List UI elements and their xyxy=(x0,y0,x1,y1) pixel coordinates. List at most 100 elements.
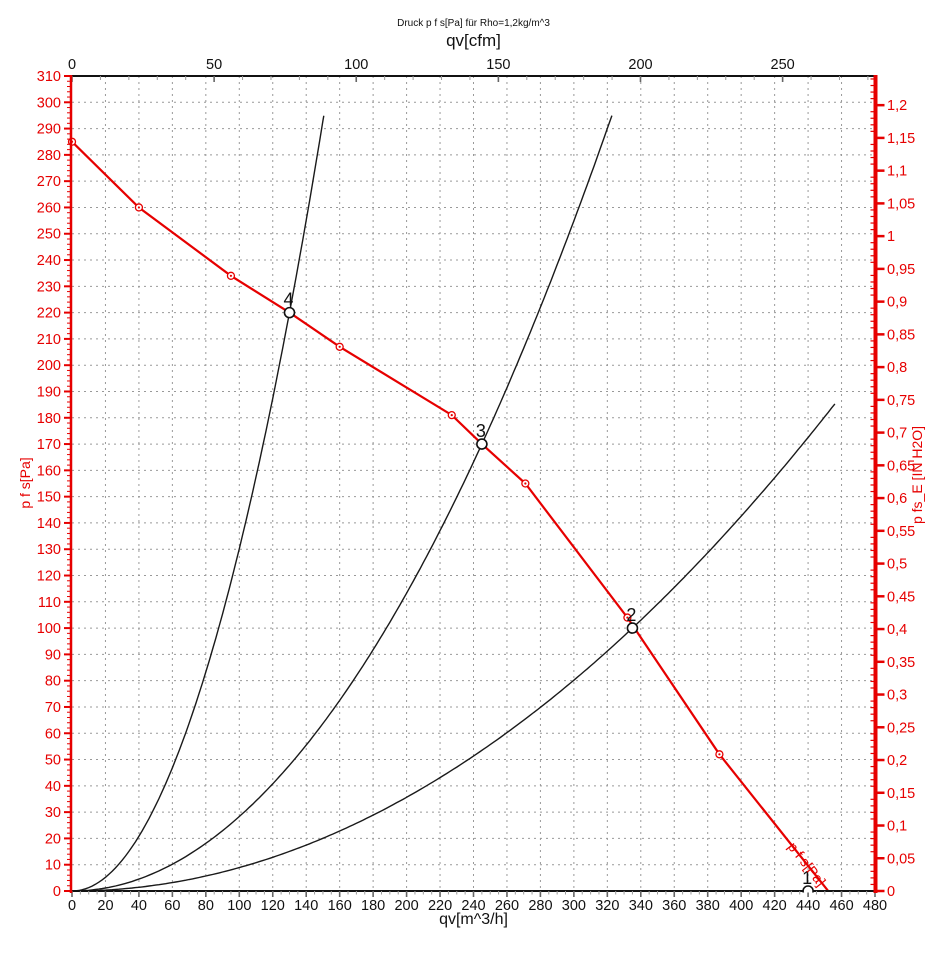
svg-text:380: 380 xyxy=(696,898,720,914)
svg-text:1,2: 1,2 xyxy=(887,98,907,114)
svg-text:40: 40 xyxy=(131,898,147,914)
svg-text:270: 270 xyxy=(37,174,61,190)
system-curve-3 xyxy=(72,115,613,892)
svg-text:0,4: 0,4 xyxy=(887,622,907,638)
fan-curve-line xyxy=(71,140,830,892)
svg-text:0,95: 0,95 xyxy=(887,262,915,278)
svg-text:60: 60 xyxy=(45,726,61,742)
svg-text:240: 240 xyxy=(461,898,485,914)
svg-text:0: 0 xyxy=(68,57,76,73)
operating-point-1 xyxy=(802,885,814,893)
svg-text:440: 440 xyxy=(796,898,820,914)
svg-text:1,1: 1,1 xyxy=(887,164,907,180)
svg-text:0: 0 xyxy=(53,884,61,900)
bottom-axis: 0 20 40 60 80 100 120 140 160 180 200 220 240 260 280 3… xyxy=(68,890,887,914)
svg-text:310: 310 xyxy=(37,69,61,85)
svg-text:1,05: 1,05 xyxy=(887,196,915,212)
bottom-axis-title: qv[m^3/h] xyxy=(439,911,508,928)
svg-text:210: 210 xyxy=(37,332,61,348)
system-curve-4 xyxy=(71,115,325,892)
fan-curve-marker-dot xyxy=(524,482,527,485)
svg-text:280: 280 xyxy=(528,898,552,914)
svg-text:230: 230 xyxy=(37,279,61,295)
svg-text:140: 140 xyxy=(37,516,61,532)
svg-text:160: 160 xyxy=(328,898,352,914)
system-curve-2 xyxy=(72,403,836,892)
svg-text:420: 420 xyxy=(763,898,787,914)
svg-text:260: 260 xyxy=(37,200,61,216)
svg-text:50: 50 xyxy=(206,57,222,73)
svg-text:300: 300 xyxy=(37,95,61,111)
svg-text:100: 100 xyxy=(37,621,61,637)
svg-text:280: 280 xyxy=(37,148,61,164)
top-axis-title: qv[cfm] xyxy=(446,31,501,50)
svg-text:30: 30 xyxy=(45,805,61,821)
svg-text:180: 180 xyxy=(37,411,61,427)
svg-text:300: 300 xyxy=(562,898,586,914)
svg-text:120: 120 xyxy=(261,898,285,914)
svg-text:320: 320 xyxy=(595,898,619,914)
svg-text:170: 170 xyxy=(37,437,61,453)
svg-text:0,1: 0,1 xyxy=(887,819,907,835)
grid xyxy=(72,76,875,891)
svg-text:0,25: 0,25 xyxy=(887,720,915,736)
svg-text:0,5: 0,5 xyxy=(887,557,907,573)
svg-text:140: 140 xyxy=(294,898,318,914)
svg-text:0,75: 0,75 xyxy=(887,393,915,409)
svg-text:200: 200 xyxy=(628,57,652,73)
operating-point-number-3: 3 xyxy=(476,421,486,441)
svg-text:0: 0 xyxy=(68,898,76,914)
svg-text:150: 150 xyxy=(37,490,61,506)
left-axis: 0 10 20 30 40 50 60 70 80 90 100 110 120 130 140 150 160… xyxy=(37,69,73,900)
operating-point-labels: 1 2 3 4 xyxy=(283,290,812,888)
right-axis: 0 0,05 0,1 0,15 0,2 0,25 0,3 0,35 0,4 0,45 0,5 0,55… xyxy=(870,75,915,900)
svg-text:150: 150 xyxy=(486,57,510,73)
svg-text:220: 220 xyxy=(37,306,61,322)
svg-text:1,15: 1,15 xyxy=(887,131,915,147)
svg-text:20: 20 xyxy=(97,898,113,914)
svg-text:120: 120 xyxy=(37,569,61,585)
operating-point-2 xyxy=(626,622,639,634)
fan-curve-marker-dot xyxy=(718,753,721,756)
svg-text:240: 240 xyxy=(37,253,61,269)
svg-text:20: 20 xyxy=(45,831,61,847)
svg-text:200: 200 xyxy=(394,898,418,914)
svg-text:0,6: 0,6 xyxy=(887,491,907,507)
svg-text:110: 110 xyxy=(38,595,61,611)
svg-text:160: 160 xyxy=(37,463,61,479)
svg-text:220: 220 xyxy=(428,898,452,914)
svg-text:100: 100 xyxy=(344,57,368,73)
top-axis: 0 50 100 150 200 250 xyxy=(68,57,877,82)
operating-point-number-4: 4 xyxy=(283,290,293,310)
svg-text:0,85: 0,85 xyxy=(887,327,915,343)
svg-text:360: 360 xyxy=(662,898,686,914)
svg-text:340: 340 xyxy=(629,898,653,914)
chart-title: Druck p f s[Pa] für Rho=1,2kg/m^3 xyxy=(397,18,550,29)
svg-text:0,7: 0,7 xyxy=(887,426,907,442)
svg-text:0: 0 xyxy=(887,884,895,900)
svg-text:80: 80 xyxy=(45,674,61,690)
fan-curve-marker-dot xyxy=(626,616,629,619)
svg-text:1: 1 xyxy=(887,229,895,245)
svg-text:0,45: 0,45 xyxy=(887,589,915,605)
fan-curve-marker-dot xyxy=(229,274,233,277)
svg-text:90: 90 xyxy=(45,647,61,663)
svg-text:200: 200 xyxy=(37,358,61,374)
svg-text:460: 460 xyxy=(829,898,853,914)
svg-text:60: 60 xyxy=(164,898,180,914)
fan-curve-marker-dot xyxy=(338,345,341,348)
svg-text:100: 100 xyxy=(227,898,251,914)
svg-text:0,15: 0,15 xyxy=(887,786,915,802)
svg-text:0,55: 0,55 xyxy=(887,524,915,540)
fan-curve-marker-dot xyxy=(450,414,453,417)
svg-text:0,8: 0,8 xyxy=(887,360,907,376)
svg-text:190: 190 xyxy=(37,384,61,400)
operating-point-number-2: 2 xyxy=(626,605,636,625)
svg-text:80: 80 xyxy=(198,898,214,914)
svg-text:400: 400 xyxy=(729,898,753,914)
operating-points xyxy=(283,306,814,893)
svg-text:40: 40 xyxy=(45,779,61,795)
svg-text:250: 250 xyxy=(37,227,61,243)
svg-text:0,2: 0,2 xyxy=(887,753,907,769)
